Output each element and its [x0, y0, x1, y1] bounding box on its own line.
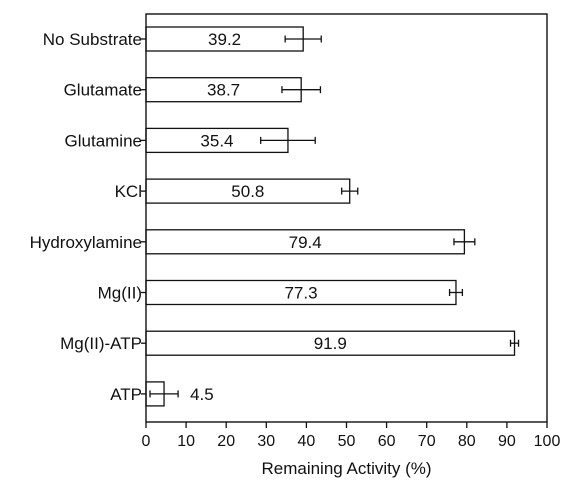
x-tick-label-6: 60: [378, 433, 396, 450]
x-tick-label-5: 50: [338, 433, 356, 450]
labels-layer: No Substrate 39.2 Glutamate 38.7 Glutamine 35…: [30, 30, 347, 404]
value-label-0: 39.2: [208, 30, 241, 49]
bar-6: [145, 330, 516, 356]
error-bar-1: [281, 86, 322, 94]
bar-4: [145, 229, 466, 255]
category-label-3: KCl: [115, 182, 142, 201]
x-tick-label-2: 20: [217, 433, 235, 450]
category-label-1: Glutamate: [64, 81, 142, 100]
plot-frame: [145, 13, 548, 423]
bar-1: [145, 77, 302, 103]
error-bar-2: [260, 136, 316, 144]
value-label-2: 35.4: [200, 131, 233, 150]
x-tick-label-3: 30: [257, 433, 275, 450]
value-label-4: 79.4: [289, 233, 322, 252]
x-tick-label-7: 70: [418, 433, 436, 450]
error-bar-4: [453, 238, 476, 246]
x-tick-label-4: 40: [298, 433, 316, 450]
category-label-2: Glutamine: [65, 131, 142, 150]
value-label-6: 91.9: [314, 334, 347, 353]
error-bar-7: [149, 390, 179, 398]
x-tick-label-9: 90: [498, 433, 516, 450]
category-label-4: Hydroxylamine: [30, 233, 142, 252]
category-label-6: Mg(II)-ATP: [60, 334, 142, 353]
category-label-7: ATP: [110, 385, 142, 404]
value-label-7: 4.5: [190, 385, 214, 404]
value-label-1: 38.7: [207, 81, 240, 100]
x-tick-label-8: 80: [458, 433, 476, 450]
error-bars-layer: [149, 35, 520, 398]
x-axis-title: Remaining Activity (%): [261, 459, 431, 478]
error-bar-5: [448, 289, 464, 296]
x-tick-label-0: 0: [142, 433, 151, 450]
error-bar-6: [509, 339, 520, 347]
category-label-0: No Substrate: [43, 30, 142, 49]
value-label-3: 50.8: [231, 182, 264, 201]
x-tick-label-10: 100: [534, 433, 561, 450]
x-tick-label-1: 10: [177, 433, 195, 450]
category-label-5: Mg(II): [98, 284, 142, 303]
x-axis: 0 10 20 30 40 50 60 70 80 90 100: [142, 422, 561, 450]
error-bar-3: [341, 187, 359, 195]
value-label-5: 77.3: [284, 284, 317, 303]
error-bar-0: [284, 35, 322, 43]
